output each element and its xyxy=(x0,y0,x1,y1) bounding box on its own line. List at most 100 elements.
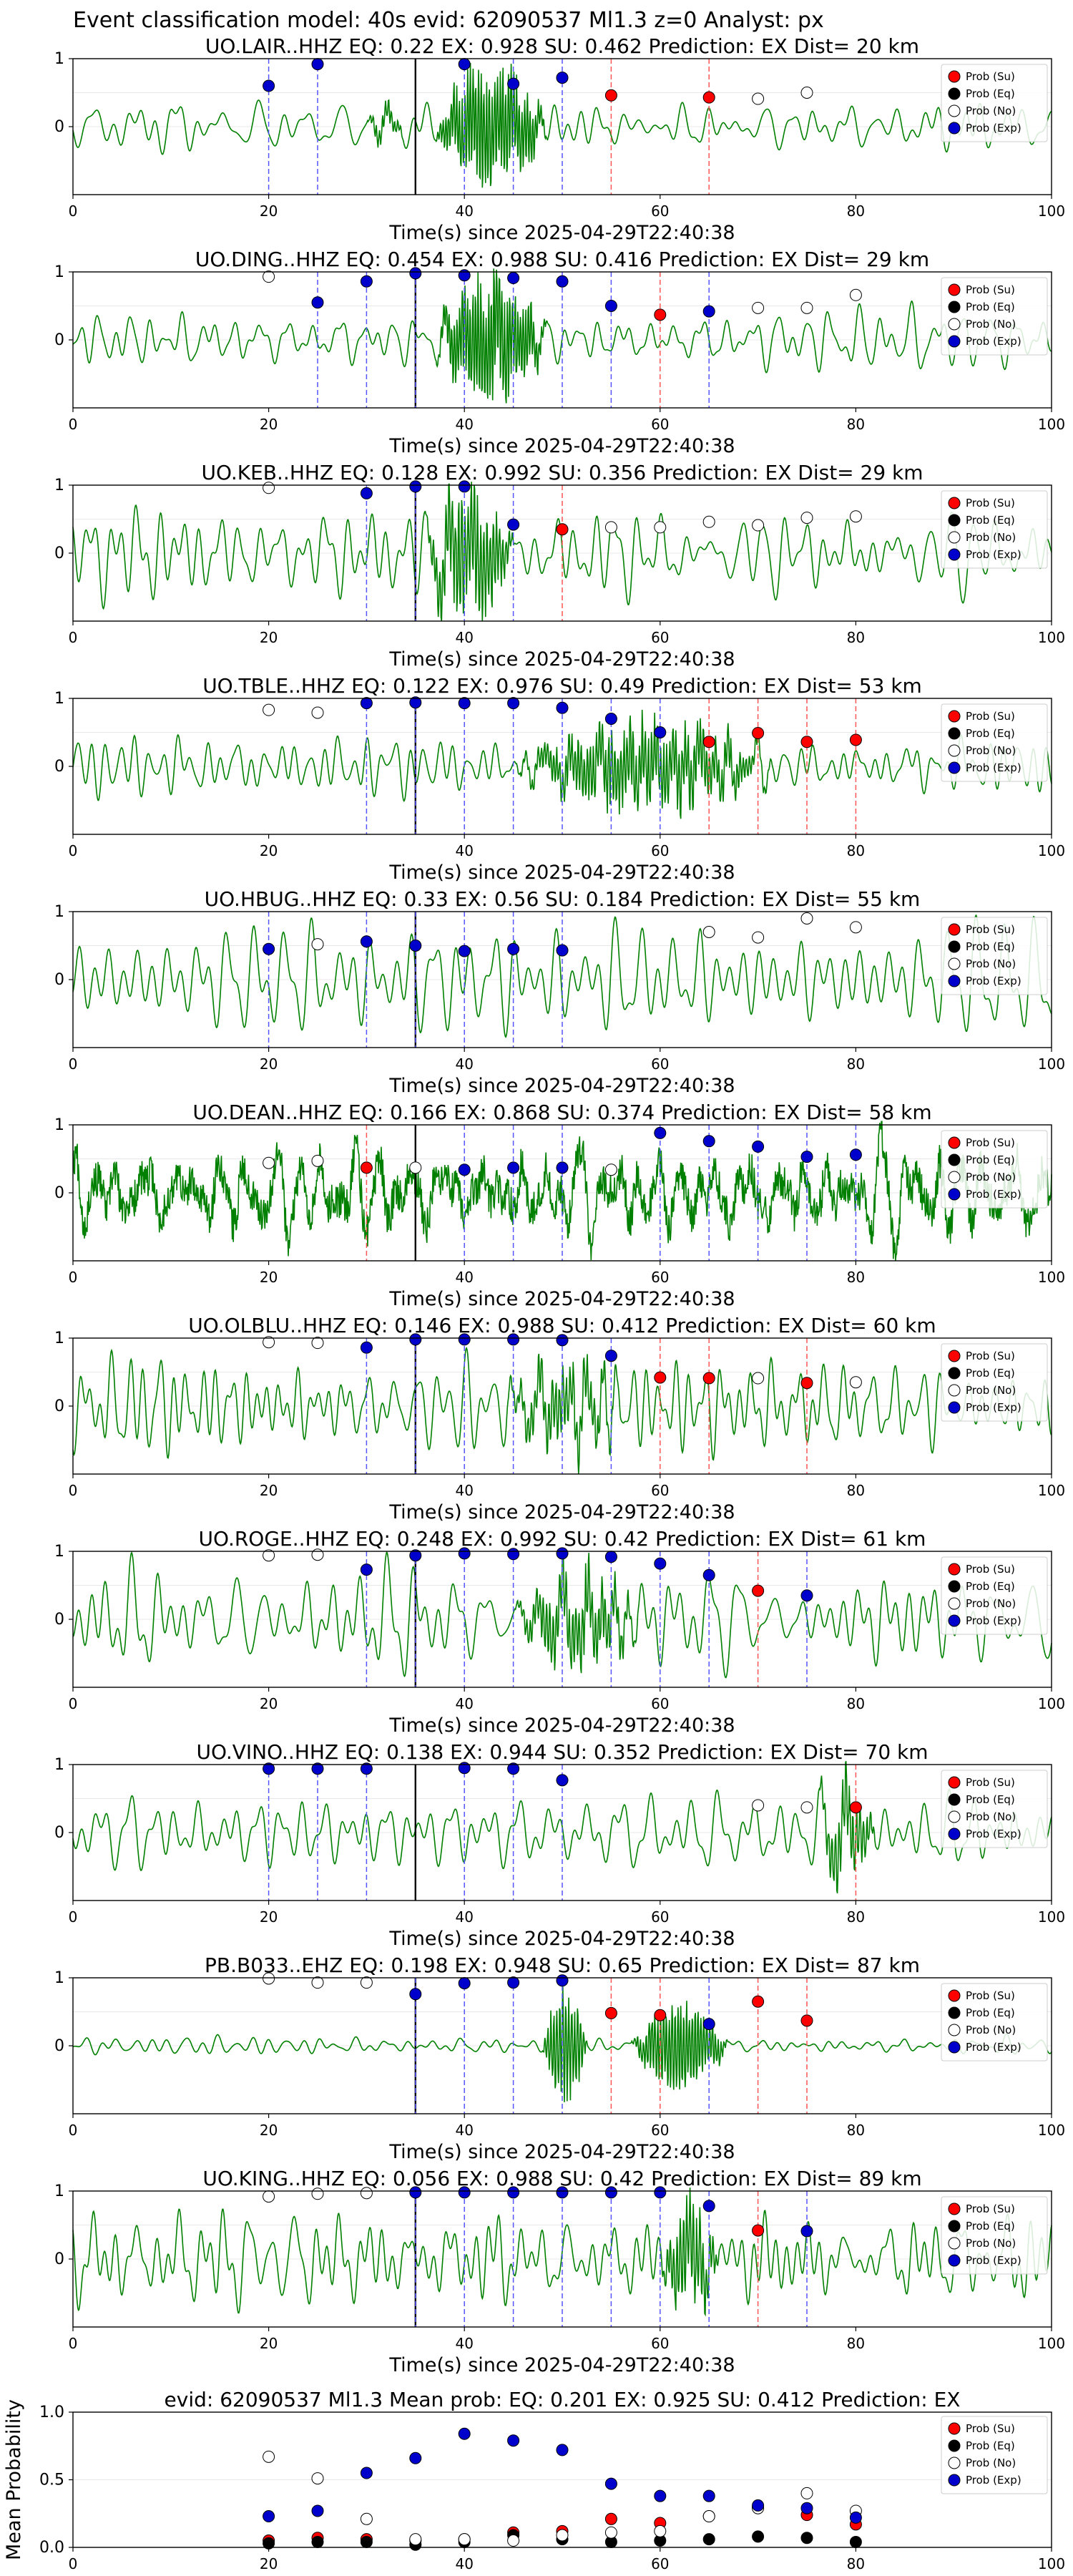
legend-marker-eq xyxy=(948,2006,961,2019)
prob-point-exp xyxy=(604,300,617,312)
x-axis-label: Time(s) since 2025-04-29T22:40:38 xyxy=(388,1501,735,1523)
prob-point-exp xyxy=(263,1762,275,1775)
x-tick-label: 0 xyxy=(69,203,78,220)
legend-marker-eq xyxy=(948,2220,961,2233)
x-tick-label: 100 xyxy=(1038,1269,1065,1286)
y-tick-label: 1 xyxy=(54,1543,64,1561)
legend-label-su: Prob (Su) xyxy=(966,2422,1015,2435)
x-tick-label: 40 xyxy=(455,203,473,220)
legend-label-su: Prob (Su) xyxy=(966,1776,1015,1789)
prob-point-exp xyxy=(507,1333,520,1346)
prob-point-exp xyxy=(409,1333,422,1346)
legend-box xyxy=(941,1343,1048,1422)
prob-point-no xyxy=(800,1801,813,1814)
x-tick-label: 100 xyxy=(1038,842,1065,859)
mean-point-exp xyxy=(360,2467,373,2479)
x-tick-label: 0 xyxy=(69,1908,78,1926)
x-tick-label: 100 xyxy=(1038,203,1065,220)
prob-point-su xyxy=(654,1371,667,1384)
prob-point-su xyxy=(800,736,813,748)
prob-point-exp xyxy=(604,2186,617,2199)
prob-point-su xyxy=(360,1161,373,1174)
prob-point-no xyxy=(311,1548,324,1561)
panel-title: PB.B033..EHZ EQ: 0.198 EX: 0.948 SU: 0.6… xyxy=(205,1953,920,1977)
mean-point-no xyxy=(458,2533,471,2546)
prob-point-exp xyxy=(556,944,569,957)
legend-label-no: Prob (No) xyxy=(966,104,1016,117)
prob-point-su xyxy=(849,1801,862,1814)
x-tick-label: 20 xyxy=(260,1695,278,1712)
prob-point-exp xyxy=(800,1151,813,1163)
legend-label-no: Prob (No) xyxy=(966,1171,1016,1184)
y-tick-label: 1 xyxy=(54,903,64,921)
y-tick-label: 0 xyxy=(54,2250,64,2268)
x-tick-label: 40 xyxy=(455,416,473,433)
x-axis-label: Time(s) since 2025-04-29T22:40:38 xyxy=(388,1928,735,1950)
legend-label-no: Prob (No) xyxy=(966,318,1016,331)
x-axis-label: Time(s) since 2025-04-29T22:40:38 xyxy=(388,648,735,670)
x-tick-label: 60 xyxy=(651,1482,669,1499)
legend-label-su: Prob (Su) xyxy=(966,1350,1015,1362)
legend-marker-no xyxy=(948,2457,961,2469)
x-tick-label: 100 xyxy=(1038,629,1065,646)
legend-marker-no xyxy=(948,104,961,117)
legend-marker-exp xyxy=(948,2474,961,2487)
prob-point-no xyxy=(800,87,813,99)
legend-label-eq: Prob (Eq) xyxy=(966,727,1015,740)
legend-label-no: Prob (No) xyxy=(966,531,1016,544)
panel-title: UO.OLBLU..HHZ EQ: 0.146 EX: 0.988 SU: 0.… xyxy=(188,1314,936,1337)
mean-point-no xyxy=(360,2512,373,2525)
legend-box xyxy=(941,277,1048,356)
prob-point-no xyxy=(702,926,715,938)
legend-marker-no xyxy=(948,1171,961,1184)
x-tick-label: 60 xyxy=(651,629,669,646)
legend-marker-eq xyxy=(948,514,961,527)
legend-marker-no xyxy=(948,744,961,757)
prob-point-exp xyxy=(409,2186,422,2199)
prob-point-exp xyxy=(604,1551,617,1563)
prob-point-exp xyxy=(654,1557,667,1570)
prob-point-exp xyxy=(507,1976,520,1989)
legend-label-eq: Prob (Eq) xyxy=(966,1580,1015,1593)
x-tick-label: 40 xyxy=(455,1695,473,1712)
prob-point-no xyxy=(263,1336,275,1349)
x-tick-label: 20 xyxy=(260,629,278,646)
x-tick-label: 0 xyxy=(69,629,78,646)
prob-point-exp xyxy=(409,267,422,280)
prob-point-no xyxy=(752,1372,765,1385)
prob-point-no xyxy=(752,92,765,105)
y-tick-label: 0 xyxy=(54,971,64,989)
x-tick-label: 100 xyxy=(1038,416,1065,433)
prob-point-exp xyxy=(507,1161,520,1174)
y-tick-label: 1.0 xyxy=(39,2404,64,2421)
mean-point-no xyxy=(800,2487,813,2499)
waveform-trace xyxy=(72,2187,1052,2317)
legend-marker-exp xyxy=(948,1401,961,1414)
mean-point-no xyxy=(556,2529,569,2542)
legend-marker-eq xyxy=(948,87,961,100)
x-tick-label: 20 xyxy=(260,2122,278,2139)
x-tick-label: 40 xyxy=(455,2122,473,2139)
legend-marker-su xyxy=(948,710,961,723)
legend-label-su: Prob (Su) xyxy=(966,497,1015,509)
prob-point-exp xyxy=(702,2200,715,2212)
x-tick-label: 20 xyxy=(260,842,278,859)
panel-title: UO.DEAN..HHZ EQ: 0.166 EX: 0.868 SU: 0.3… xyxy=(192,1101,931,1124)
legend-label-eq: Prob (Eq) xyxy=(966,514,1015,527)
x-tick-label: 0 xyxy=(69,1695,78,1712)
x-tick-label: 40 xyxy=(455,629,473,646)
prob-point-exp xyxy=(556,1547,569,1560)
prob-point-exp xyxy=(507,272,520,285)
prob-point-no xyxy=(752,519,765,532)
x-tick-label: 0 xyxy=(69,1269,78,1286)
prob-point-no xyxy=(263,1549,275,1562)
prob-point-no xyxy=(654,521,667,534)
legend-marker-su xyxy=(948,1563,961,1576)
prob-point-exp xyxy=(360,275,373,288)
prob-point-exp xyxy=(604,713,617,725)
legend-label-no: Prob (No) xyxy=(966,1810,1016,1823)
x-tick-label: 80 xyxy=(847,842,865,859)
x-tick-label: 80 xyxy=(847,2122,865,2139)
legend-label-exp: Prob (Exp) xyxy=(966,548,1021,561)
prob-point-exp xyxy=(311,58,324,71)
